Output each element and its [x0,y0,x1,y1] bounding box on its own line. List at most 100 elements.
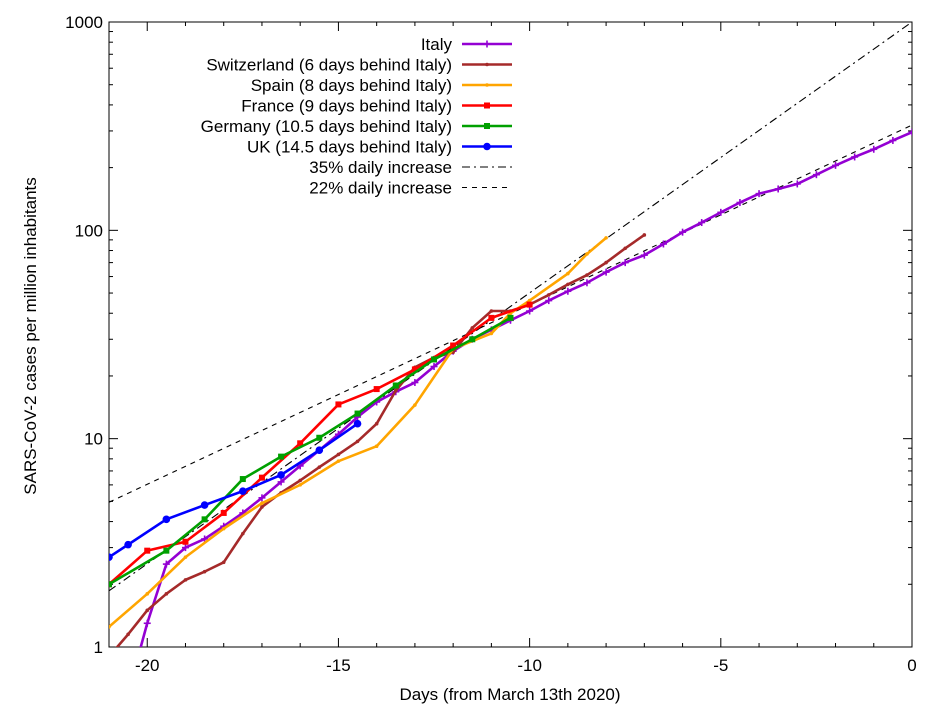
series-line-italy [139,130,912,647]
data-point-germany-10-5-days-behind-italy [239,476,246,483]
data-point-france-9-days-behind-italy [526,301,533,308]
data-point-germany-10-5-days-behind-italy [469,336,476,343]
data-point-switzerland-6-days-behind-italy [298,478,302,483]
data-point-switzerland-6-days-behind-italy [623,246,628,251]
data-point-spain-8-days-behind-italy [109,625,111,629]
x-tick-label: -10 [517,656,542,675]
data-point-spain-8-days-behind-italy [585,252,589,256]
data-point-italy [602,268,610,276]
data-point-italy [793,180,801,188]
data-point-spain-8-days-behind-italy [221,526,226,531]
series-spain-8-days-behind-italy [109,236,608,629]
legend-label-switzerland-6-days-behind-italy: Switzerland (6 days behind Italy) [206,56,452,75]
data-point-france-9-days-behind-italy [335,401,342,408]
data-point-france-9-days-behind-italy [411,366,418,373]
data-point-italy [564,287,572,295]
y-tick-label: 1 [94,638,103,657]
data-point-italy [621,259,629,267]
data-point-switzerland-6-days-behind-italy [145,608,150,613]
data-point-italy [162,560,170,568]
data-point-italy [736,199,744,207]
data-point-france-9-days-behind-italy [258,474,265,481]
data-point-switzerland-6-days-behind-italy [566,282,570,287]
data-point-switzerland-6-days-behind-italy [164,592,169,596]
data-point-switzerland-6-days-behind-italy [470,326,475,330]
data-point-italy [774,185,782,193]
data-point-spain-8-days-behind-italy [260,501,264,506]
data-point-italy [258,494,266,502]
data-point-spain-8-days-behind-italy [604,236,608,240]
data-point-spain-8-days-behind-italy [374,444,379,449]
data-point-italy [659,240,667,248]
data-point-italy [125,690,132,697]
data-point-switzerland-6-days-behind-italy [183,578,188,582]
legend-label-22-daily-increase: 22% daily increase [309,179,452,198]
x-tick-label: -20 [135,656,160,675]
data-point-italy [832,161,840,169]
data-point-france-9-days-behind-italy [450,342,457,349]
data-point-italy [717,208,725,216]
legend-item-france-9-days-behind-italy: France (9 days behind Italy) [241,97,512,116]
data-point-spain-8-days-behind-italy [489,331,494,336]
y-tick-label: 1000 [65,13,103,32]
data-point-france-9-days-behind-italy [182,538,189,545]
legend-marker-switzerland-6-days-behind-italy [485,62,489,67]
legend-label-germany-10-5-days-behind-italy: Germany (10.5 days behind Italy) [201,117,452,136]
data-point-switzerland-6-days-behind-italy [221,560,226,565]
series-line-uk-14-5-days-behind-italy [109,422,359,559]
data-point-switzerland-6-days-behind-italy [355,439,360,444]
data-point-italy [277,478,285,486]
legend-label-france-9-days-behind-italy: France (9 days behind Italy) [241,97,452,116]
data-point-france-9-days-behind-italy [220,509,227,516]
data-point-germany-10-5-days-behind-italy [109,581,112,588]
series-line-france-9-days-behind-italy [109,303,531,586]
legend-marker-germany-10-5-days-behind-italy [484,123,490,129]
data-point-germany-10-5-days-behind-italy [163,547,170,554]
data-point-uk-14-5-days-behind-italy [109,553,113,561]
legend: Italy Switzerland (6 days behind Italy)Sp… [201,35,512,198]
data-point-switzerland-6-days-behind-italy [374,421,379,426]
legend-item-22-daily-increase: 22% daily increase [309,179,512,198]
legend-label-35-daily-increase: 35% daily increase [309,158,452,177]
data-point-italy [640,251,648,259]
legend-item-italy: Italy [421,35,512,54]
data-point-italy [908,128,912,136]
plot-border [108,21,913,648]
data-point-italy [430,363,438,371]
y-tick-label: 10 [84,430,103,449]
legend-label-uk-14-5-days-behind-italy: UK (14.5 days behind Italy) [247,138,452,157]
data-point-italy [812,171,820,179]
data-point-uk-14-5-days-behind-italy [124,540,132,549]
data-point-uk-14-5-days-behind-italy [162,515,171,524]
data-point-spain-8-days-behind-italy [183,555,188,559]
series-line-35-daily-increase [109,22,912,592]
legend-item-switzerland-6-days-behind-italy: Switzerland (6 days behind Italy) [206,56,512,75]
series-35-daily-increase [109,22,912,592]
data-point-france-9-days-behind-italy [488,314,495,321]
data-point-uk-14-5-days-behind-italy [353,419,362,428]
legend-item-uk-14-5-days-behind-italy: UK (14.5 days behind Italy) [247,138,512,157]
data-point-spain-8-days-behind-italy [145,592,150,596]
data-point-spain-8-days-behind-italy [336,459,341,463]
data-point-italy [870,145,878,153]
legend-label-spain-8-days-behind-italy: Spain (8 days behind Italy) [251,76,452,95]
data-point-uk-14-5-days-behind-italy [200,501,209,509]
legend-item-germany-10-5-days-behind-italy: Germany (10.5 days behind Italy) [201,117,512,136]
series-france-9-days-behind-italy [109,301,533,588]
legend-marker-france-9-days-behind-italy [484,102,490,109]
data-point-italy [698,219,706,227]
series-italy [125,128,912,697]
data-point-uk-14-5-days-behind-italy [239,487,247,495]
x-axis-title: Days (from March 13th 2020) [399,685,620,704]
data-point-germany-10-5-days-behind-italy [278,453,285,460]
data-point-spain-8-days-behind-italy [527,298,532,303]
data-point-spain-8-days-behind-italy [413,403,417,407]
data-point-switzerland-6-days-behind-italy [585,273,589,277]
data-point-italy [181,544,189,552]
legend-label-italy: Italy [421,35,453,54]
data-point-italy [889,136,897,144]
series-line-spain-8-days-behind-italy [109,236,607,628]
data-point-switzerland-6-days-behind-italy [336,452,341,457]
data-point-switzerland-6-days-behind-italy [546,293,551,297]
